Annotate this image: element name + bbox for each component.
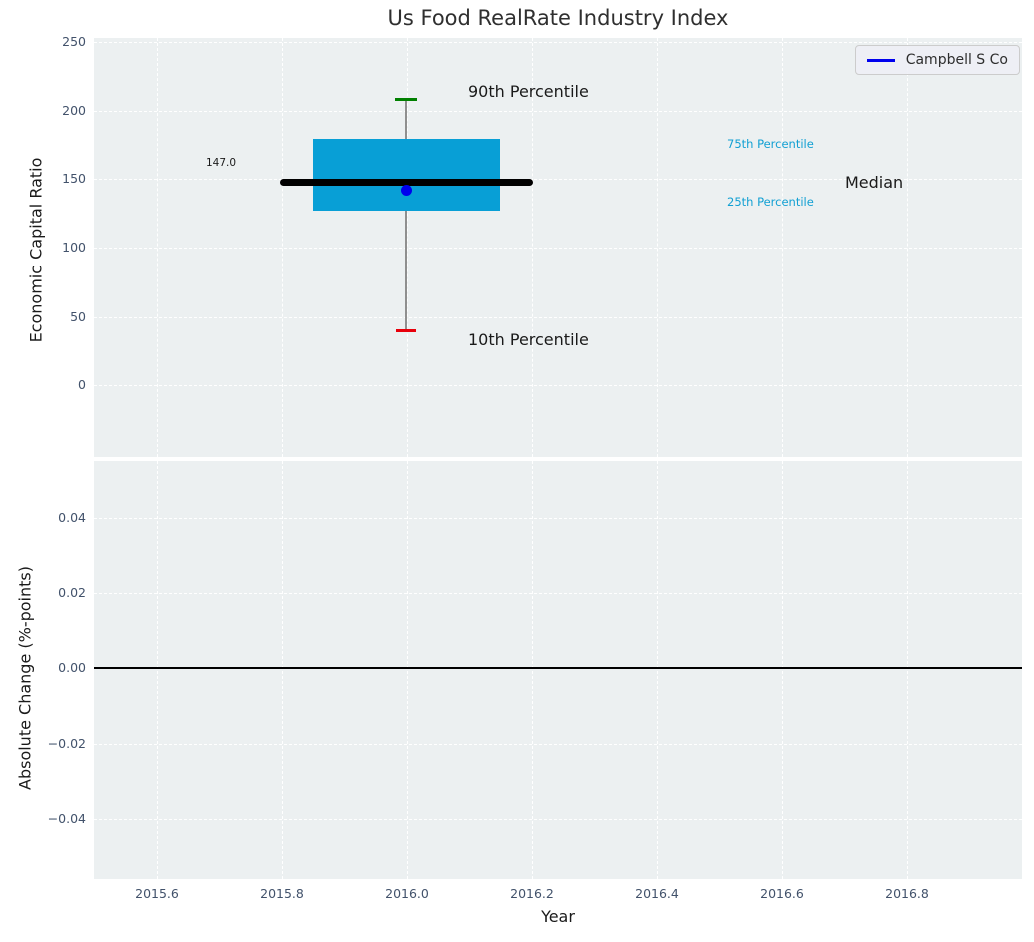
gridline [657,461,658,879]
gridline [94,42,1022,43]
ytick-label: 200 [62,103,86,118]
zero-baseline [94,667,1022,669]
gridline [907,461,908,879]
gridline [94,819,1022,820]
median-value-annotation: 147.0 [206,157,237,169]
top-subplot: 90th Percentile 75th Percentile Median 1… [94,38,1022,457]
gridline [94,248,1022,249]
y-axis-label-top: Economic Capital Ratio [26,157,46,343]
gridline [532,38,533,457]
company-data-point [401,185,412,196]
legend-line-swatch [866,58,895,62]
xtick-label: 2016.0 [385,886,429,901]
gridline [94,744,1022,745]
gridline [94,179,1022,180]
gridline [94,111,1022,112]
ytick-label: −0.04 [47,811,86,826]
gridline [782,461,783,879]
median-line [280,179,533,186]
xtick-label: 2016.6 [760,886,804,901]
ytick-label: 50 [70,309,86,324]
gridline [282,38,283,457]
xtick-label: 2016.8 [885,886,929,901]
y-axis-label-bottom: Absolute Change (%-points) [15,566,35,790]
gridline [782,38,783,457]
xtick-label: 2015.6 [135,886,179,901]
gridline [407,38,408,457]
xtick-label: 2016.2 [510,886,554,901]
gridline [532,461,533,879]
gridline [157,38,158,457]
gridline [282,461,283,879]
ytick-label: 150 [62,171,86,186]
gridline [94,593,1022,594]
ytick-label: 250 [62,34,86,49]
gridline [94,317,1022,318]
gridline [157,461,158,879]
p75-annotation: 75th Percentile [727,137,814,151]
legend-label: Campbell S Co [905,52,1008,68]
ytick-label: 0.04 [58,510,86,525]
chart-title: Us Food RealRate Industry Index [387,6,729,30]
median-annotation: Median [845,173,904,192]
xtick-label: 2015.8 [260,886,304,901]
gridline [657,38,658,457]
legend: Campbell S Co [854,45,1020,75]
p90-annotation: 90th Percentile [468,82,589,101]
gridline [407,461,408,879]
ytick-label: −0.02 [47,736,86,751]
p10-annotation: 10th Percentile [468,330,589,349]
gridline [907,38,908,457]
gridline [94,518,1022,519]
p25-annotation: 25th Percentile [727,195,814,209]
xtick-label: 2016.4 [635,886,679,901]
bottom-subplot [94,461,1022,879]
iqr-box [313,139,500,211]
p90-whisker-cap [395,98,417,101]
gridline [94,385,1022,386]
x-axis-label: Year [541,907,575,926]
ytick-label: 100 [62,240,86,255]
whisker-line [405,99,407,331]
p10-whisker-cap [396,329,416,332]
ytick-label: 0.02 [58,585,86,600]
ytick-label: 0 [78,377,86,392]
ytick-label: 0.00 [58,660,86,675]
